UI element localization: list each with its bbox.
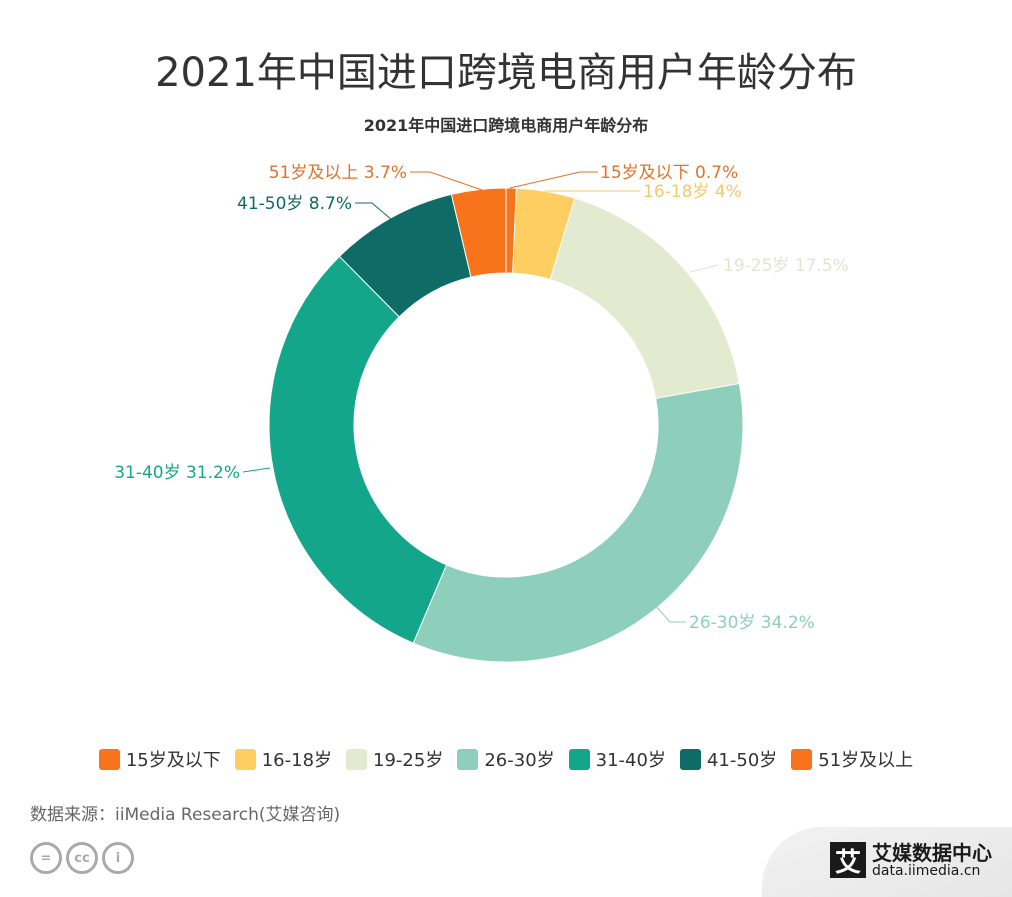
legend-item[interactable]: 26-30岁 bbox=[457, 746, 555, 772]
data-label: 16-18岁 4% bbox=[643, 182, 742, 202]
legend-swatch bbox=[346, 748, 368, 770]
brand-logo: 艾 艾媒数据中心 data.iimedia.cn bbox=[830, 842, 992, 878]
slice-51岁及以上[interactable] bbox=[450, 187, 507, 278]
legend-item[interactable]: 31-40岁 bbox=[568, 746, 666, 772]
label-line bbox=[410, 171, 483, 191]
legend-label: 26-30岁 bbox=[484, 750, 555, 771]
legend-item[interactable]: 16-18岁 bbox=[234, 746, 333, 772]
legend-swatch bbox=[791, 748, 813, 770]
legend: 15岁及以下 16-18岁 19-25岁 26-30岁 31-40岁 41-50岁 51岁及… bbox=[0, 746, 1012, 772]
brand-name: 艾媒数据中心 bbox=[872, 841, 992, 865]
license-icons: = cc i bbox=[30, 842, 134, 874]
label-line bbox=[509, 171, 598, 189]
brand-url: data.iimedia.cn bbox=[872, 863, 981, 879]
legend-label: 16-18岁 bbox=[261, 750, 333, 771]
legend-item[interactable]: 15岁及以下 bbox=[98, 746, 221, 772]
legend-swatch bbox=[568, 748, 590, 770]
data-label: 51岁及以上 3.7% bbox=[269, 163, 407, 183]
label-line bbox=[355, 202, 393, 221]
data-label: 15岁及以下 0.7% bbox=[600, 163, 738, 183]
cc-icon: cc bbox=[66, 842, 98, 874]
cc-nd-icon: = bbox=[30, 842, 62, 874]
legend-swatch bbox=[234, 748, 256, 770]
legend-label: 41-50岁 bbox=[706, 750, 778, 771]
page-title: 2021年中国进口跨境电商用户年龄分布 bbox=[155, 50, 857, 96]
legend-swatch bbox=[679, 748, 701, 770]
legend-item[interactable]: 51岁及以上 bbox=[791, 746, 913, 772]
slice-31-40岁[interactable] bbox=[268, 255, 448, 644]
legend-item[interactable]: 19-25岁 bbox=[346, 746, 443, 772]
data-label: 26-30岁 34.2% bbox=[689, 613, 815, 633]
slice-26-30岁[interactable] bbox=[412, 382, 744, 663]
data-label: 31-40岁 31.2% bbox=[114, 463, 240, 483]
data-label: 19-25岁 17.5% bbox=[723, 256, 849, 276]
chart-title: 2021年中国进口跨境电商用户年龄分布 bbox=[363, 116, 649, 135]
cc-by-icon: i bbox=[102, 842, 134, 874]
legend-swatch bbox=[457, 748, 479, 770]
brand-mark: 艾 bbox=[830, 842, 866, 878]
legend-swatch bbox=[98, 748, 120, 770]
legend-item[interactable]: 41-50岁 bbox=[679, 746, 778, 772]
label-line bbox=[689, 264, 719, 273]
slice-19-25岁[interactable] bbox=[549, 197, 740, 399]
legend-label: 31-40岁 bbox=[595, 750, 666, 771]
label-line bbox=[242, 467, 271, 473]
data-source: 数据来源：iiMedia Research(艾媒咨询) bbox=[30, 805, 341, 825]
legend-label: 15岁及以下 bbox=[125, 750, 221, 771]
label-line bbox=[654, 604, 686, 623]
donut-chart: 15岁及以下 0.7%16-18岁 4% 19-25岁 17.5% 26-30岁 3… bbox=[114, 163, 849, 663]
legend-label: 51岁及以上 bbox=[818, 750, 914, 771]
legend-label: 19-25岁 bbox=[373, 750, 444, 771]
brand-background bbox=[762, 827, 1012, 897]
data-label: 41-50岁 8.7% bbox=[237, 194, 352, 214]
